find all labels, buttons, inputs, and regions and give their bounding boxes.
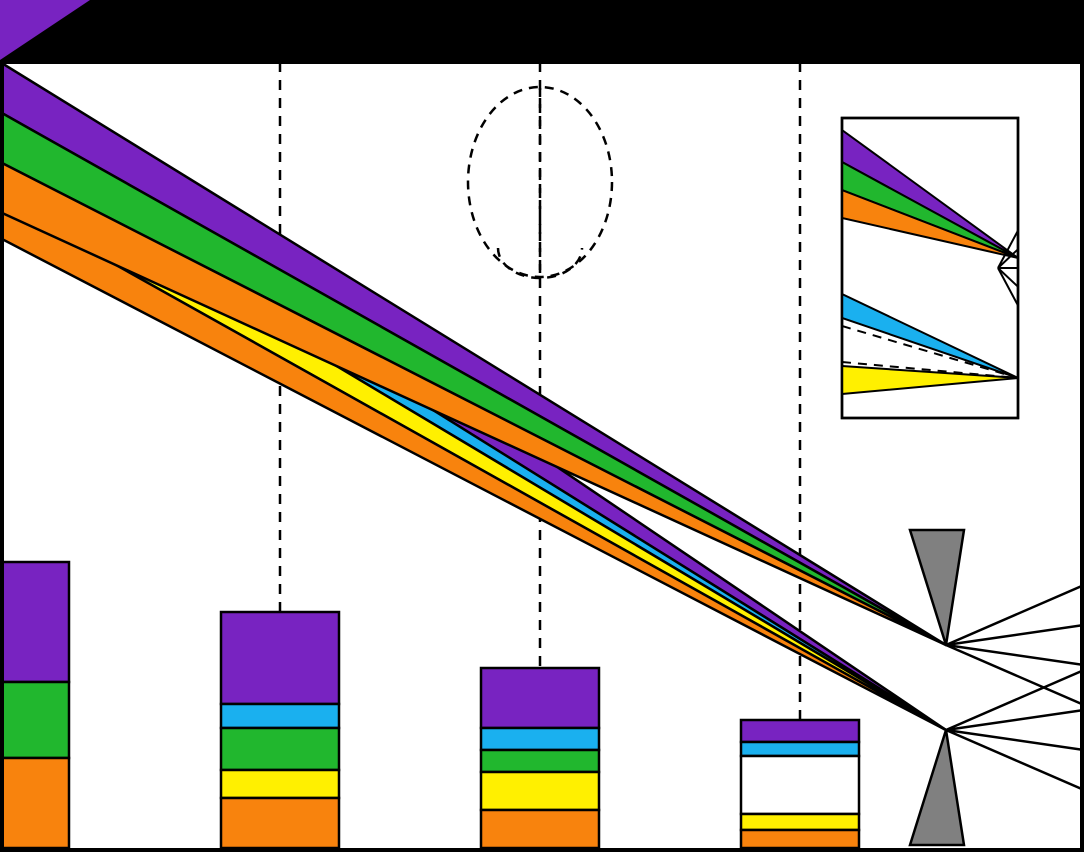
header-bar-top	[0, 0, 1084, 60]
bar-3	[481, 668, 599, 848]
bar-4-seg-orange	[741, 830, 859, 848]
bar-2-seg-purple	[221, 612, 339, 704]
bar-3-seg-green	[481, 750, 599, 772]
bar-4-seg-yellow	[741, 814, 859, 830]
bar-4-seg-white	[741, 756, 859, 814]
bar-3-seg-purple	[481, 668, 599, 728]
bar-2-seg-yellow	[221, 770, 339, 798]
bar-4-seg-purple	[741, 720, 859, 742]
bar-2-seg-blue	[221, 704, 339, 728]
bar-2	[221, 612, 339, 848]
bar-1-seg-purple	[0, 562, 69, 682]
diagram	[0, 0, 1084, 852]
bar-1-seg-orange	[0, 758, 69, 848]
bar-3-seg-blue	[481, 728, 599, 750]
bar-1	[0, 562, 69, 848]
bar-4	[741, 720, 859, 848]
bar-3-seg-yellow	[481, 772, 599, 810]
bar-4-seg-blue	[741, 742, 859, 756]
bar-1-seg-green	[0, 682, 69, 758]
bar-2-seg-orange	[221, 798, 339, 848]
bar-3-seg-orange	[481, 810, 599, 848]
bar-2-seg-green	[221, 728, 339, 770]
